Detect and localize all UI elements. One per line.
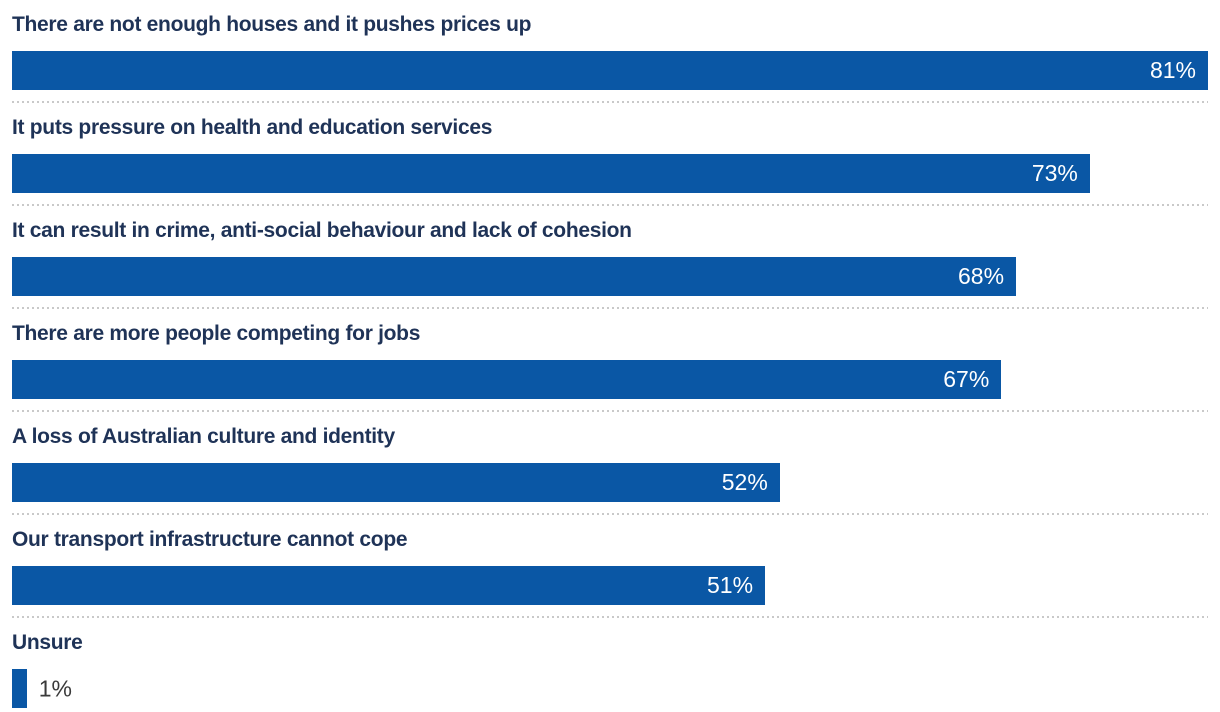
value-label: 68% (958, 263, 1005, 289)
category-label: There are more people competing for jobs (12, 322, 421, 345)
row-separator (12, 410, 1208, 412)
value-label: 67% (943, 366, 990, 392)
bar-track: 68% (12, 257, 1208, 296)
bar-row: There are more people competing for jobs… (12, 309, 1208, 412)
value-label: 52% (721, 469, 768, 495)
bar-track: 81% (12, 51, 1208, 90)
bar-row: There are not enough houses and it pushe… (12, 0, 1208, 103)
bar: 51% (12, 566, 766, 605)
value-label: 51% (706, 572, 754, 598)
bar-row: It puts pressure on health and education… (12, 103, 1208, 206)
value-label: 1% (38, 675, 72, 701)
category-label: Unsure (12, 631, 83, 654)
category-label: It puts pressure on health and education… (12, 116, 493, 139)
value-label: 81% (1149, 57, 1196, 83)
row-separator (12, 513, 1208, 515)
row-separator (12, 204, 1208, 206)
bar-track: 73% (12, 154, 1208, 193)
bar: 52% (12, 463, 780, 502)
bar: 81% (12, 51, 1208, 90)
bar-track: 1% (12, 669, 1208, 708)
category-label: There are not enough houses and it pushe… (12, 13, 532, 36)
category-label: A loss of Australian culture and identit… (12, 425, 395, 448)
bar-row: It can result in crime, anti-social beha… (12, 206, 1208, 309)
row-separator (12, 616, 1208, 618)
bar-track: 67% (12, 360, 1208, 399)
bar: 1% (12, 669, 72, 708)
category-label: It can result in crime, anti-social beha… (12, 219, 632, 242)
bar-track: 52% (12, 463, 1208, 502)
bar-row: A loss of Australian culture and identit… (12, 412, 1208, 515)
bar: 73% (12, 154, 1090, 193)
bar: 68% (12, 257, 1017, 296)
bar-track: 51% (12, 566, 1208, 605)
category-label: Our transport infrastructure cannot cope (12, 528, 408, 551)
row-separator (12, 101, 1208, 103)
row-separator (12, 307, 1208, 309)
bar-row: Unsure 1% (12, 618, 1208, 708)
bar-row: Our transport infrastructure cannot cope… (12, 515, 1208, 618)
bar: 67% (12, 360, 1002, 399)
value-label: 73% (1031, 160, 1078, 186)
